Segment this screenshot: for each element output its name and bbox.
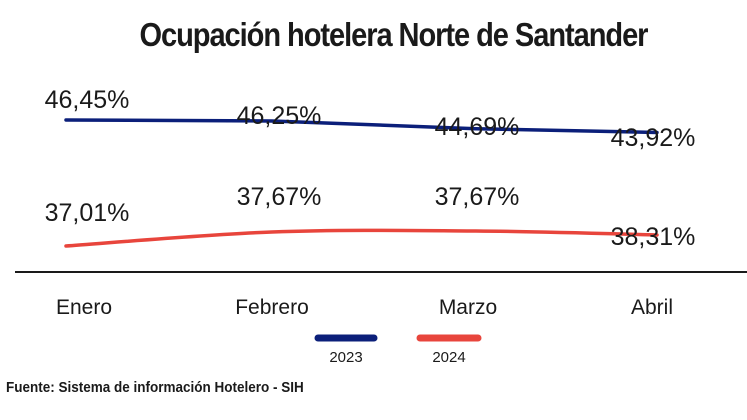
x-tick-label-abril: Abril <box>631 296 673 319</box>
source-note: Fuente: Sistema de información Hotelero … <box>6 379 304 396</box>
data-label-2024-enero: 37,01% <box>45 199 130 227</box>
chart-title: Ocupación hotelera Norte de Santander <box>139 16 648 53</box>
data-label-2023-enero: 46,45% <box>45 86 130 114</box>
series-line-2023 <box>64 118 659 135</box>
data-label-2024-abril: 38,31% <box>611 223 696 251</box>
x-tick-label-enero: Enero <box>56 296 112 319</box>
legend-label-2023: 2023 <box>329 349 362 366</box>
data-label-2024-marzo: 37,67% <box>435 183 520 211</box>
legend: 2023 2024 <box>314 334 482 366</box>
series-line-2024 <box>64 228 659 248</box>
x-tick-label-febrero: Febrero <box>235 296 309 319</box>
legend-label-2024: 2024 <box>432 349 465 366</box>
x-tick-label-marzo: Marzo <box>439 296 497 319</box>
data-label-2024-febrero: 37,67% <box>237 183 322 211</box>
x-tick-layer: Enero Febrero Marzo Abril <box>56 296 673 319</box>
series-layer <box>64 118 659 248</box>
data-label-2023-marzo: 44,69% <box>435 113 520 141</box>
data-label-2023-abril: 43,92% <box>611 124 696 152</box>
data-label-2023-febrero: 46,25% <box>237 102 322 130</box>
data-label-layer: 46,45% 46,25% 44,69% 43,92% 37,01% 37,67% 37,6… <box>45 86 696 251</box>
